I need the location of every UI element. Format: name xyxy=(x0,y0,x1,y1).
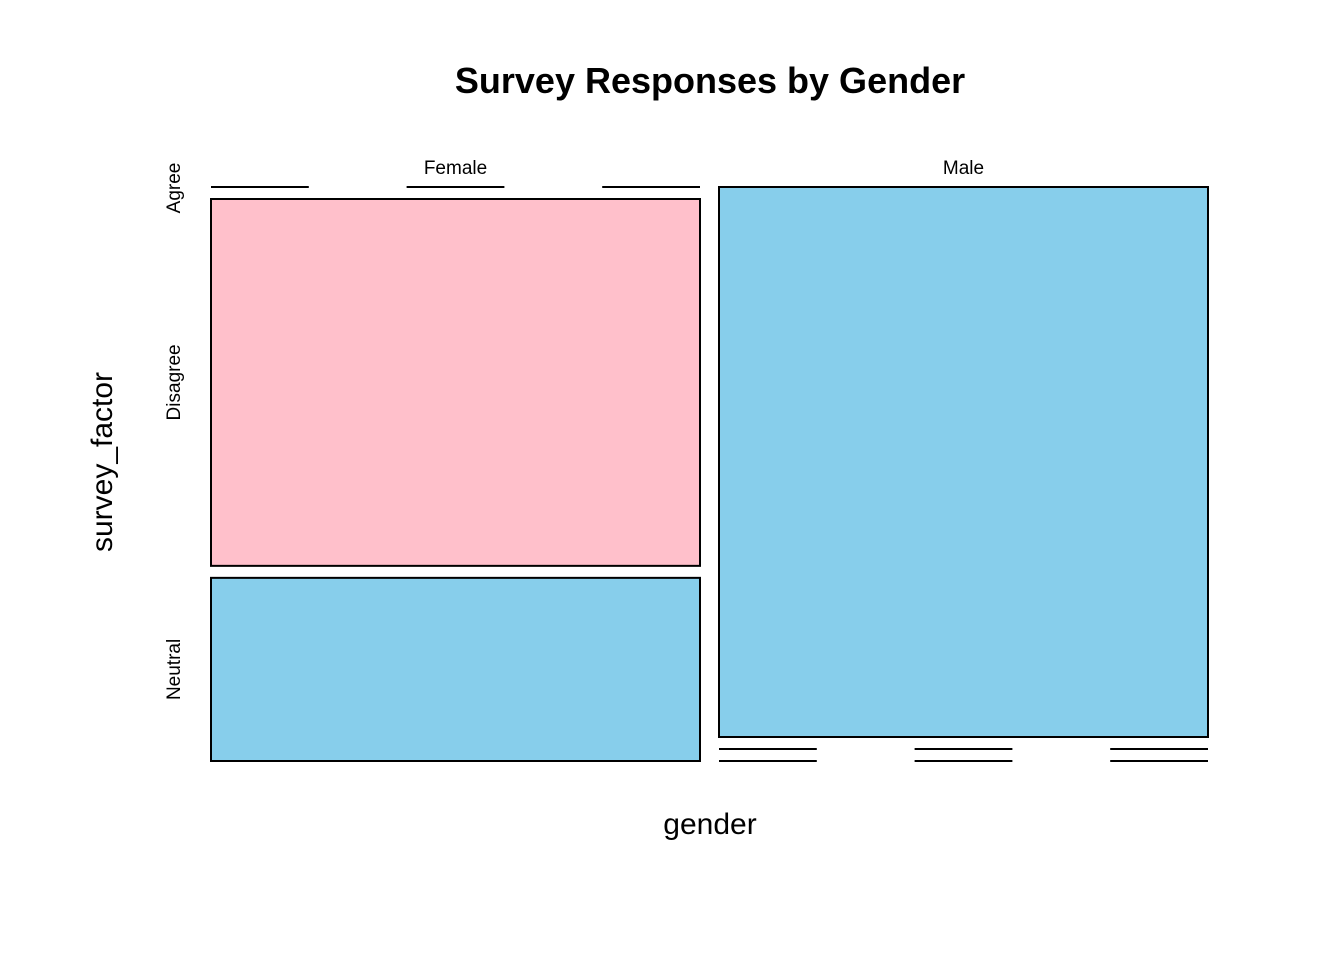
tile-female-disagree xyxy=(210,198,701,567)
x-axis-title: gender xyxy=(663,808,756,841)
y-axis-title: survey_factor xyxy=(86,372,119,552)
chart-title: Survey Responses by Gender xyxy=(455,60,965,101)
y-tick-label-agree: Agree xyxy=(164,163,185,214)
tile-male-agree xyxy=(718,186,1209,738)
x-tick-label-female: Female xyxy=(424,158,487,179)
y-tick-label-neutral: Neutral xyxy=(164,639,185,700)
tile-female-neutral xyxy=(210,576,701,762)
y-tick-label-disagree: Disagree xyxy=(164,344,185,420)
x-tick-label-male: Male xyxy=(943,158,984,179)
chart-marks: Female Male Agree Disagree Neutral xyxy=(164,158,1209,762)
